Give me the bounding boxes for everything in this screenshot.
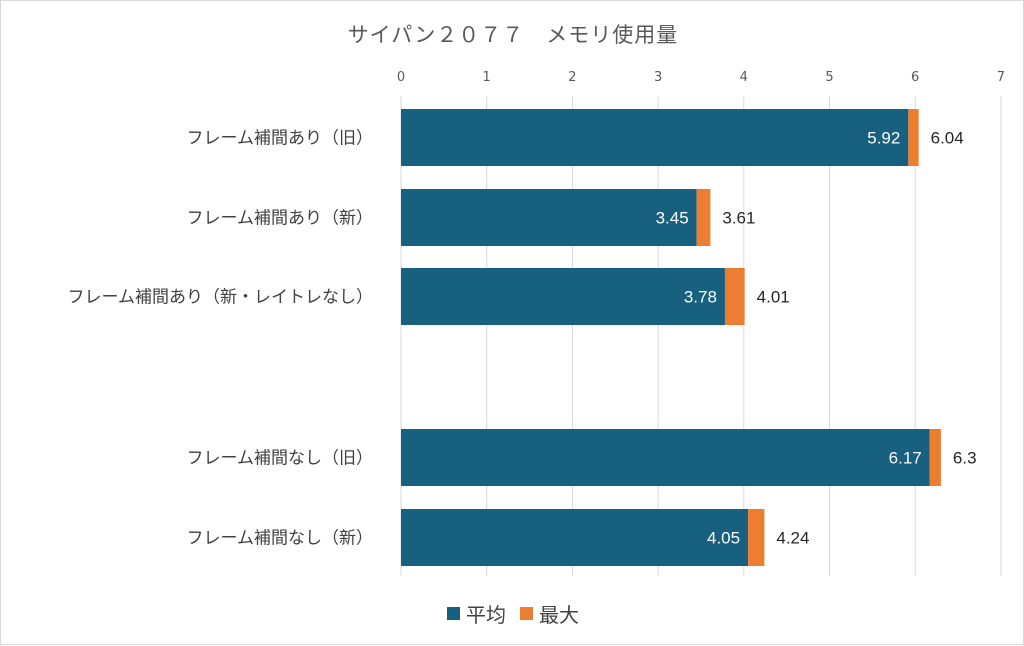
category-label: フレーム補間なし（旧） xyxy=(187,449,374,469)
x-tick-label: 5 xyxy=(825,70,833,85)
legend-item-average: 平均 xyxy=(447,599,506,628)
bar-max xyxy=(748,509,765,566)
legend: 平均 最大 xyxy=(1,599,1024,628)
data-label-max: 4.01 xyxy=(757,288,790,307)
category-label: フレーム補間なし（新） xyxy=(187,529,374,549)
chart-title: サイパン２０７７ メモリ使用量 xyxy=(347,23,679,47)
legend-swatch-max xyxy=(520,607,533,620)
data-label-average: 3.45 xyxy=(656,209,689,228)
bar-average xyxy=(401,109,909,166)
x-tick-label: 7 xyxy=(997,70,1005,85)
x-tick-label: 0 xyxy=(397,70,405,85)
data-label-max: 4.24 xyxy=(776,529,809,548)
bar-max xyxy=(724,268,745,325)
x-tick-label: 6 xyxy=(911,70,919,85)
data-label-max: 6.3 xyxy=(953,449,977,468)
legend-swatch-average xyxy=(447,607,460,620)
legend-label-average: 平均 xyxy=(466,603,506,627)
bar-average xyxy=(401,429,930,486)
x-tick-label: 2 xyxy=(568,70,576,85)
category-label: フレーム補間あり（新） xyxy=(187,209,374,229)
bar-average xyxy=(401,189,697,246)
bar-max xyxy=(908,109,919,166)
data-label-max: 3.61 xyxy=(722,209,755,228)
x-tick-label: 3 xyxy=(654,70,662,85)
x-tick-label: 1 xyxy=(483,70,491,85)
data-label-average: 5.92 xyxy=(867,129,900,148)
legend-item-max: 最大 xyxy=(520,599,579,628)
bar-average xyxy=(401,509,749,566)
data-label-max: 6.04 xyxy=(931,129,964,148)
bar-max xyxy=(929,429,941,486)
data-label-average: 4.05 xyxy=(707,529,740,548)
legend-label-max: 最大 xyxy=(539,603,579,627)
bar-max xyxy=(696,189,711,246)
category-label: フレーム補間あり（旧） xyxy=(187,129,374,149)
data-label-average: 6.17 xyxy=(889,449,922,468)
x-tick-label: 4 xyxy=(740,70,748,85)
category-label: フレーム補間あり（新・レイトレなし） xyxy=(68,288,374,308)
bar-average xyxy=(401,268,725,325)
data-label-average: 3.78 xyxy=(684,288,717,307)
